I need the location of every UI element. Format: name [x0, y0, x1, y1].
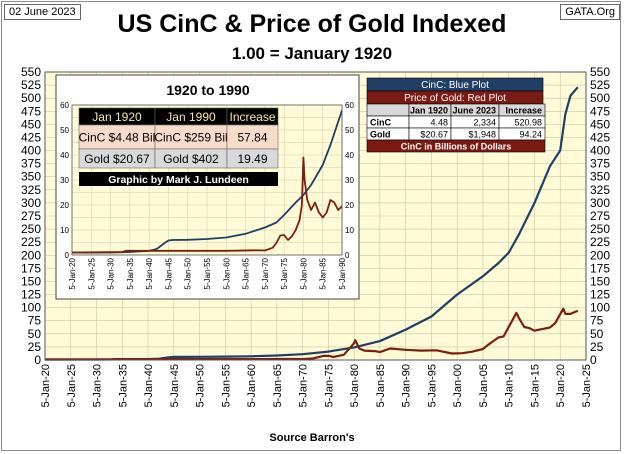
site-label: GATA.Org: [560, 4, 620, 20]
chart-subtitle: 1.00 = January 1920: [231, 44, 393, 63]
chart-title: US CinC & Price of Gold Indexed: [117, 10, 507, 38]
source-note: Source Barron's: [269, 432, 355, 444]
date-label: 02 June 2023: [4, 4, 81, 20]
